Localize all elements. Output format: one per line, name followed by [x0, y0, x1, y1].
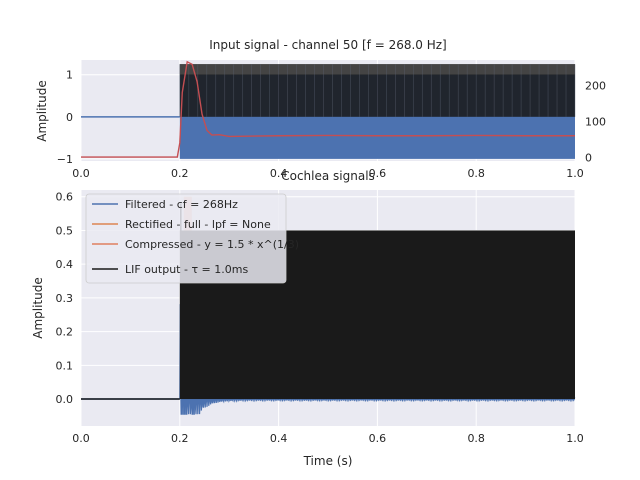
cochlea-signals-x-tick-label: 0.8 [467, 432, 485, 445]
cochlea-signals-y-tick-label: 0.4 [56, 258, 74, 271]
legend-label-lif-output: LIF output - τ = 1.0ms [125, 263, 248, 276]
cochlea-signals-x-tick-label: 0.2 [171, 432, 189, 445]
cochlea-signals-x-tick-label: 0.0 [72, 432, 90, 445]
input-signal-marks [81, 60, 576, 159]
cochlea-signals-x-tick-label: 1.0 [566, 432, 584, 445]
cochlea-signals-x-tick-label: 0.6 [369, 432, 387, 445]
legend-entry-lif-output: LIF output - τ = 1.0ms [92, 263, 248, 276]
cochlea-signals-y-tick-label: 0.1 [56, 359, 74, 372]
cochlea-signals-y-ticks: 0.0 0.1 0.2 0.3 0.4 0.5 0.6 [56, 191, 74, 406]
input-signal-right-y-ticks: 0 100 200 [585, 79, 606, 164]
input-signal-y-ticks: −1 0 1 [57, 69, 73, 166]
input-signal-panel: Input signal - channel 50 [f = 268.0 Hz]… [35, 38, 606, 180]
cochlea-signals-y-tick-label: 0.6 [56, 191, 74, 204]
input-signal-x-tick-label: 0.0 [72, 167, 90, 180]
cochlea-signals-x-axis-label: Time (s) [303, 454, 353, 468]
input-signal-right-y-tick-label: 0 [585, 151, 592, 164]
legend-label-rectified: Rectified - full - lpf = None [125, 218, 271, 231]
input-signal-x-tick-label: 0.2 [171, 167, 189, 180]
legend-label-filtered: Filtered - cf = 268Hz [125, 198, 238, 211]
cochlea-signals-x-ticks: 0.0 0.2 0.4 0.6 0.8 1.0 [72, 432, 584, 445]
legend-label-compressed: Compressed - y = 1.5 * x^(1/3) [125, 238, 299, 251]
legend-entry-compressed: Compressed - y = 1.5 * x^(1/3) [92, 238, 299, 251]
input-signal-x-tick-label: 0.8 [467, 167, 485, 180]
cochlea-signals-y-tick-label: 0.3 [56, 292, 74, 305]
cochlea-signals-x-tick-label: 0.4 [270, 432, 288, 445]
input-signal-right-y-tick-label: 200 [585, 79, 606, 92]
legend: Filtered - cf = 268Hz Rectified - full -… [85, 193, 299, 284]
input-signal-right-y-tick-label: 100 [585, 115, 606, 128]
firing-rate-line [81, 60, 575, 158]
input-signal-x-ticks: 0.0 0.2 0.4 0.6 0.8 1.0 [72, 167, 584, 180]
cochlea-signals-y-axis-label: Amplitude [31, 277, 45, 339]
input-signal-y-tick-label: 1 [66, 69, 73, 82]
input-signal-x-tick-label: 1.0 [566, 167, 584, 180]
legend-box [85, 193, 287, 284]
input-signal-y-tick-label: −1 [57, 153, 73, 166]
input-signal-title: Input signal - channel 50 [f = 268.0 Hz] [209, 38, 447, 52]
input-signal-y-tick-label: 0 [66, 111, 73, 124]
cochlea-signals-y-tick-label: 0.5 [56, 224, 74, 237]
cochlea-signals-y-tick-label: 0.0 [56, 393, 74, 406]
input-signal-y-axis-label: Amplitude [35, 80, 49, 142]
legend-entry-rectified: Rectified - full - lpf = None [92, 218, 271, 231]
input-signal-x-tick-label: 0.6 [369, 167, 387, 180]
cochlea-signals-y-tick-label: 0.2 [56, 326, 74, 339]
cochlea-signals-title: Cochlea signals [281, 169, 375, 183]
legend-entry-filtered: Filtered - cf = 268Hz [92, 198, 238, 211]
cochlea-signals-panel: Cochlea signals Time (s) Amplitude 0.0 0.… [31, 169, 584, 468]
input-signal-x-tick-label: 0.4 [270, 167, 288, 180]
